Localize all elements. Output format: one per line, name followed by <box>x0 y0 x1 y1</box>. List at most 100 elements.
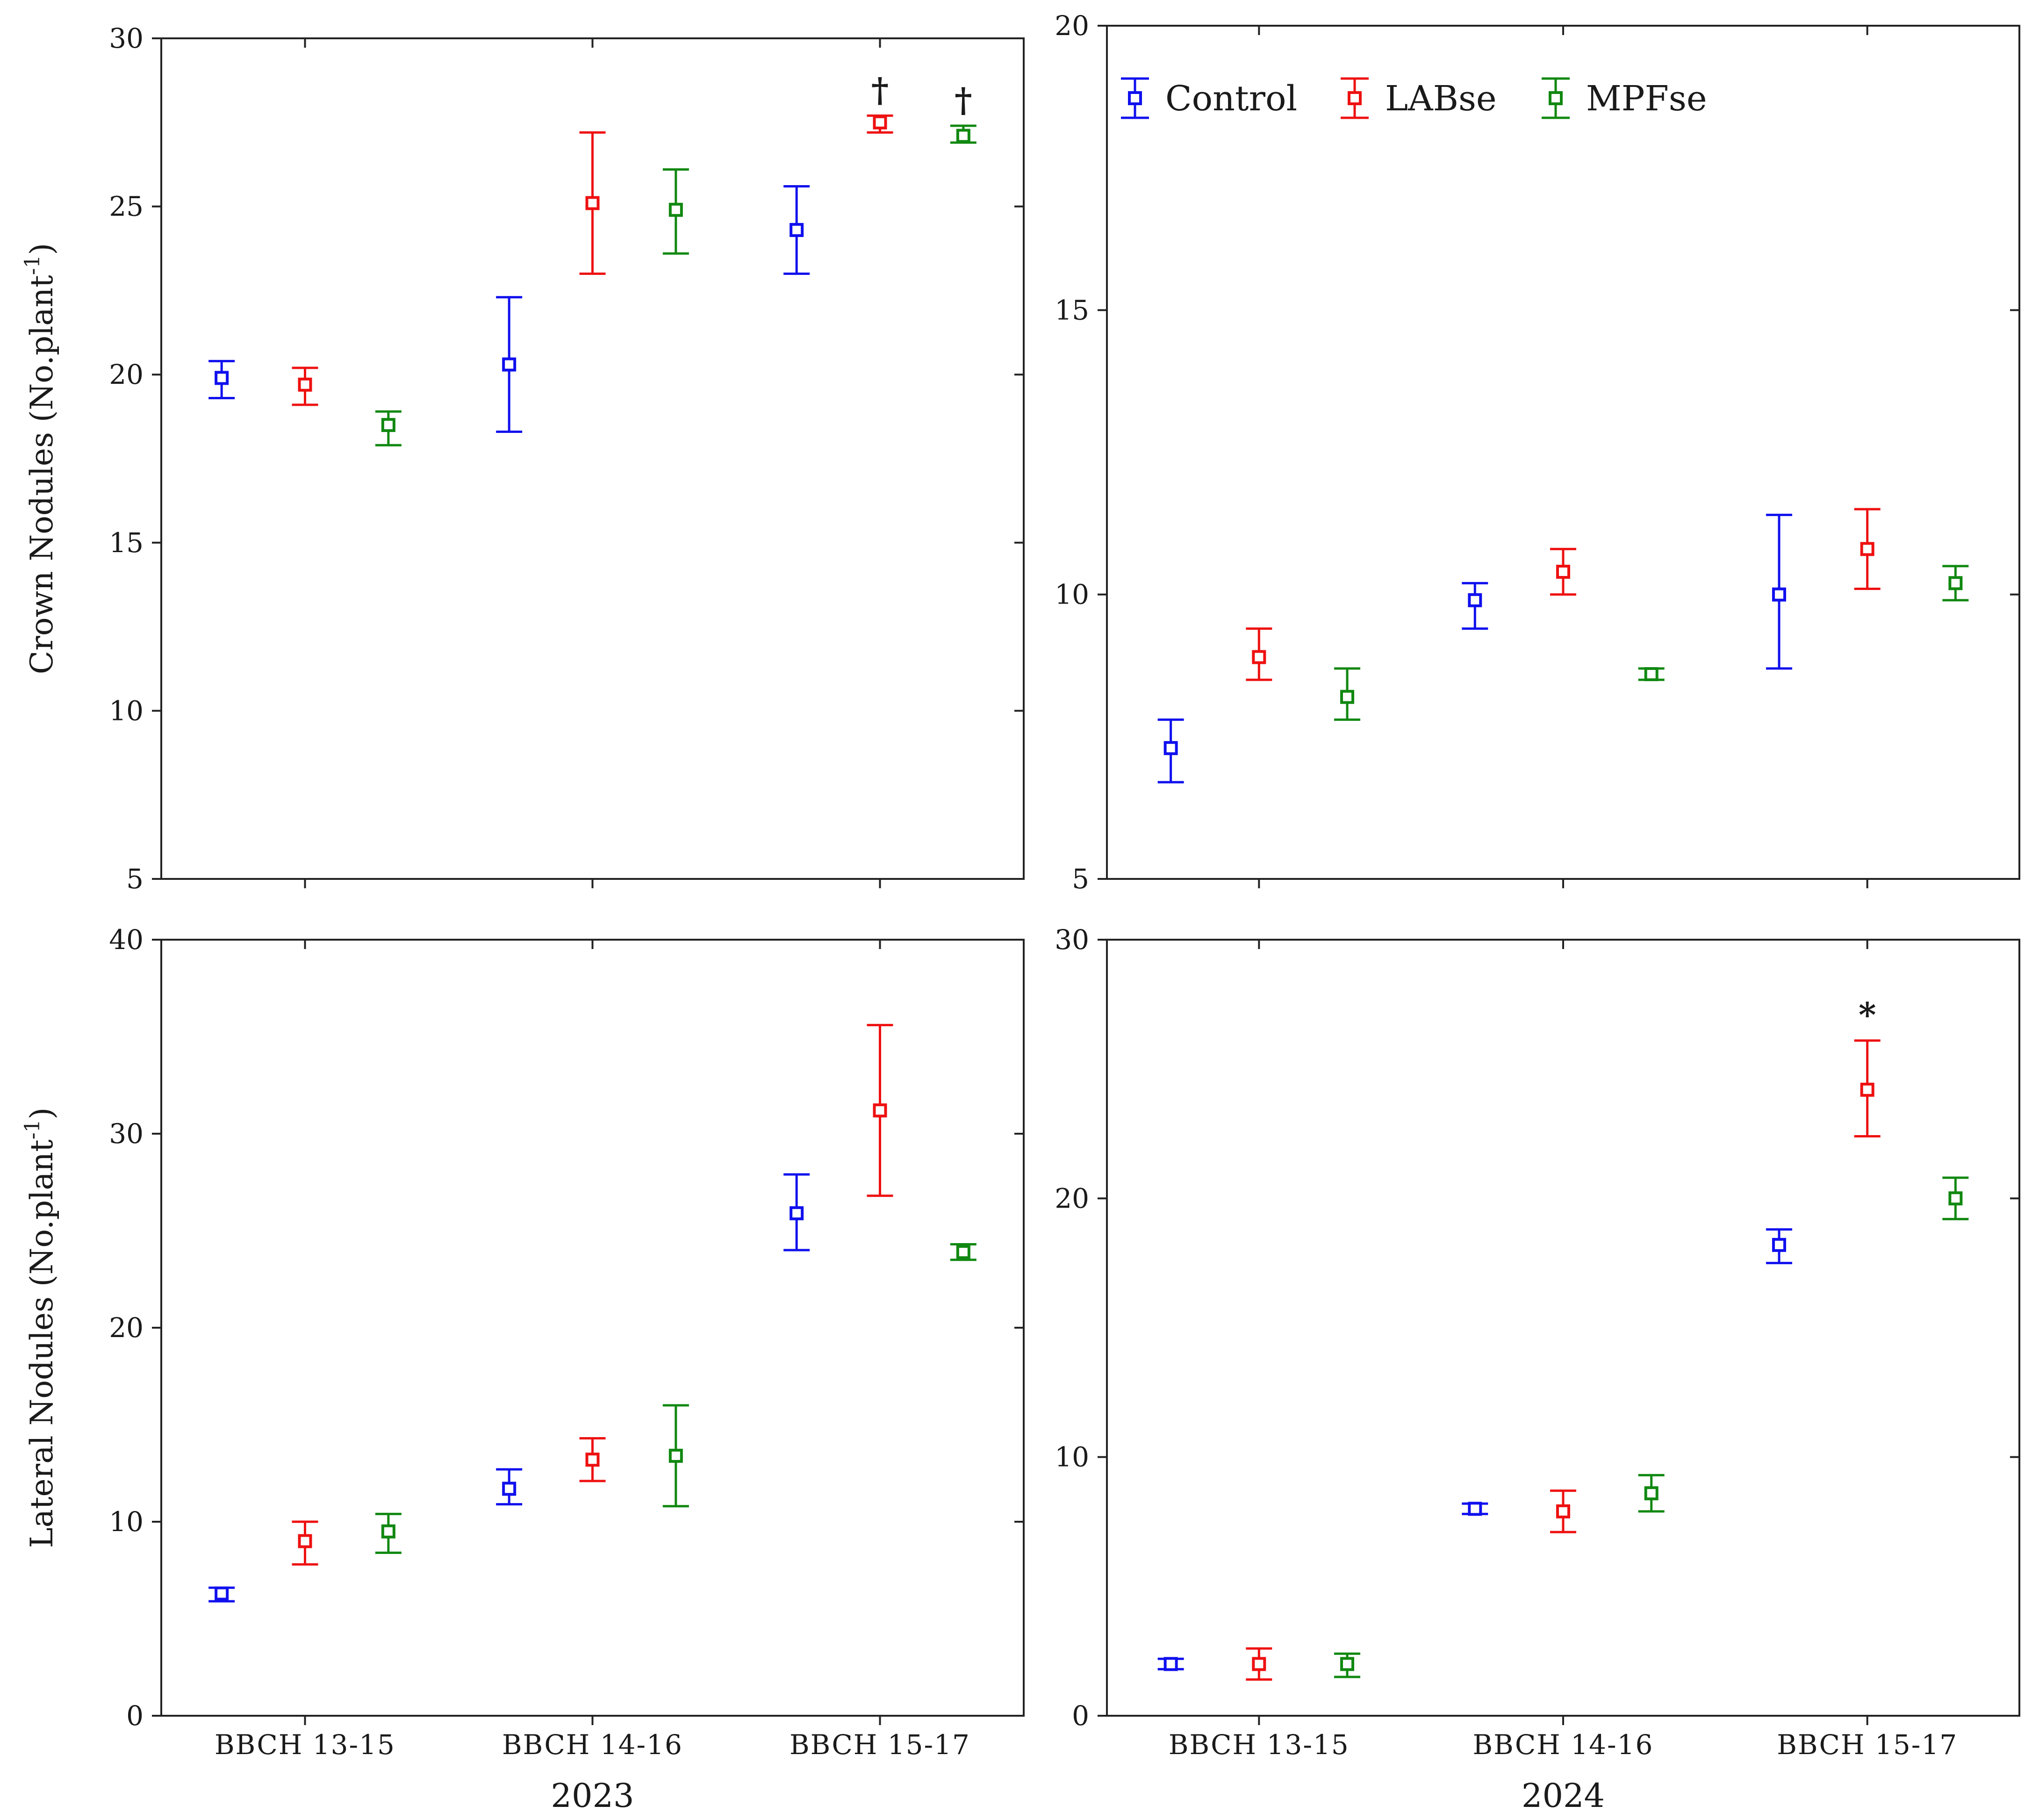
mean-marker <box>1252 1657 1266 1671</box>
mean-marker <box>215 1586 229 1601</box>
mean-marker <box>1468 1502 1482 1516</box>
mean-marker <box>381 418 395 432</box>
panel-lateral-nodules-2023: 0 10 20 30 40 BBCH 13-15 BBCH 14-16 BBCH 15-17 2… <box>21 924 1025 1815</box>
y-axis-title: Lateral Nodules (No.plant-1) <box>21 1108 60 1548</box>
y-tick-label: 10 <box>1055 579 1089 611</box>
plot-frame <box>1106 939 2020 1717</box>
legend-label-mpfse: MPFse <box>1586 79 1707 119</box>
series-mpfse <box>1334 1176 1969 1678</box>
mean-marker <box>502 357 517 372</box>
mean-marker <box>1644 667 1659 681</box>
year-label: 2023 <box>551 1777 634 1815</box>
mean-marker <box>790 1206 804 1221</box>
mean-marker <box>873 115 887 129</box>
panel-crown-nodules-2023: 5 10 15 20 25 30 Crown Nodules (No.plant-1) † † <box>21 22 1025 895</box>
y-axis-title: Crown Nodules (No.plant-1) <box>21 243 60 674</box>
mean-marker <box>585 196 600 210</box>
mean-marker <box>1556 565 1570 579</box>
mean-marker <box>215 371 229 385</box>
mean-marker <box>1163 741 1178 755</box>
series-labse: * <box>1246 995 1881 1681</box>
y-axis-title-sup: -1 <box>21 255 44 275</box>
y-tick-label: 15 <box>1055 294 1089 326</box>
mean-marker <box>873 1103 887 1118</box>
mean-marker <box>790 223 804 237</box>
mean-marker <box>1860 542 1874 556</box>
series-control <box>1157 513 1792 784</box>
series-mpfse: † <box>375 80 977 446</box>
mean-marker <box>1468 593 1482 607</box>
year-label: 2024 <box>1522 1777 1605 1815</box>
mean-marker <box>1252 650 1266 664</box>
y-tick-label: 0 <box>1072 1700 1089 1732</box>
significance-annotation: † <box>871 70 889 109</box>
series-labse <box>292 1024 893 1566</box>
mean-marker <box>1772 587 1786 602</box>
y-tick-label: 5 <box>126 863 144 895</box>
mean-marker <box>1340 1657 1355 1671</box>
y-tick-label: 40 <box>109 924 144 956</box>
legend-marker <box>1128 91 1142 105</box>
legend-label-control: Control <box>1165 79 1297 119</box>
mean-marker <box>1340 690 1355 704</box>
x-tick-label: BBCH 13-15 <box>1169 1729 1350 1761</box>
series-labse: † <box>292 70 893 406</box>
panel-lateral-nodules-2024: 0 10 20 30 BBCH 13-15 BBCH 14-16 BBCH 15-17 202… <box>1055 924 2020 1815</box>
mean-marker <box>298 377 312 392</box>
y-axis-title-close: ) <box>24 1108 60 1120</box>
legend-marker <box>1549 91 1563 105</box>
y-axis-title-main: Crown Nodules (No.plant <box>24 275 60 674</box>
x-tick-label: BBCH 14-16 <box>502 1729 683 1761</box>
y-tick-label: 20 <box>1055 1182 1089 1214</box>
series-mpfse <box>375 1243 977 1554</box>
y-axis-title-main: Lateral Nodules (No.plant <box>24 1139 60 1548</box>
mean-marker <box>1163 1657 1178 1671</box>
series-control <box>1157 1228 1792 1671</box>
mean-marker <box>585 1453 600 1467</box>
y-tick-label: 20 <box>1055 10 1089 42</box>
y-tick-label: 10 <box>1055 1441 1089 1473</box>
mean-marker <box>956 1245 970 1259</box>
mean-marker <box>668 1448 683 1463</box>
mean-marker <box>1644 1486 1659 1501</box>
series-mpfse <box>1334 565 1969 721</box>
y-tick-label: 30 <box>109 22 144 54</box>
legend-label-labse: LABse <box>1385 79 1497 119</box>
series-labse <box>1246 508 1881 681</box>
mean-marker <box>298 1534 312 1548</box>
y-tick-label: 10 <box>109 695 144 727</box>
y-tick-label: 25 <box>109 191 144 223</box>
mean-marker <box>1948 1191 1963 1206</box>
plot-frame <box>160 939 1025 1717</box>
y-tick-label: 20 <box>109 359 144 390</box>
x-tick-label: BBCH 13-15 <box>215 1729 395 1761</box>
series-control <box>208 185 810 433</box>
y-tick-label: 30 <box>109 1118 144 1150</box>
legend: Control LABse MPFse <box>1121 77 1707 119</box>
significance-annotation: * <box>1859 995 1876 1035</box>
x-tick-label: BBCH 14-16 <box>1473 1729 1654 1761</box>
panel-crown-nodules-2024: 5 10 15 20 Control LABse MPFse <box>1055 10 2020 895</box>
y-axis-title-sup: -1 <box>21 1120 44 1140</box>
mean-marker <box>668 202 683 217</box>
y-tick-label: 15 <box>109 527 144 559</box>
mean-marker <box>1556 1504 1570 1518</box>
series-control <box>208 1173 810 1603</box>
mean-marker <box>956 129 970 143</box>
y-tick-label: 20 <box>109 1312 144 1344</box>
y-tick-label: 0 <box>126 1700 144 1732</box>
mean-marker <box>1772 1237 1786 1252</box>
y-tick-label: 10 <box>109 1506 144 1538</box>
mean-marker <box>381 1524 395 1539</box>
mean-marker <box>1860 1082 1874 1097</box>
y-tick-label: 30 <box>1055 924 1089 956</box>
legend-marker <box>1348 91 1362 105</box>
plot-frame <box>1106 25 2020 880</box>
significance-annotation: † <box>955 80 972 120</box>
x-tick-label: BBCH 15-17 <box>790 1729 970 1761</box>
y-tick-label: 5 <box>1072 863 1089 895</box>
mean-marker <box>502 1482 517 1496</box>
y-axis-title-close: ) <box>24 243 60 255</box>
x-tick-label: BBCH 15-17 <box>1777 1729 1958 1761</box>
